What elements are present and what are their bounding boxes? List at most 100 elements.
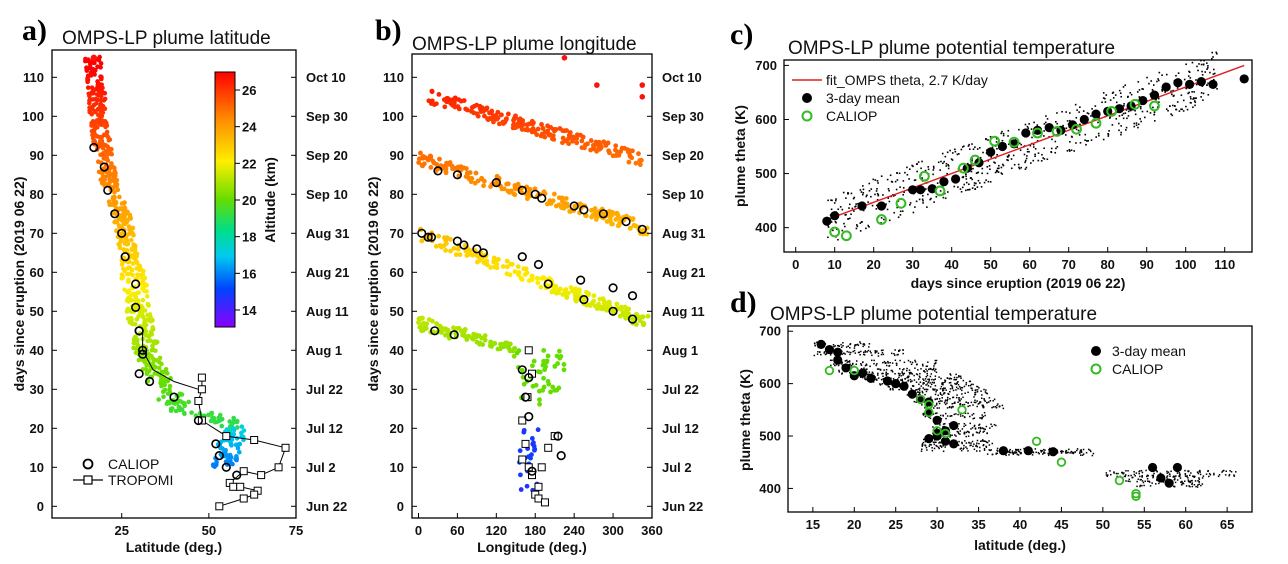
omps-sample-dot <box>890 352 893 355</box>
omps-sample-dot <box>864 364 867 367</box>
omps-point <box>433 243 439 249</box>
omps-sample-dot <box>930 373 933 375</box>
tropomi-marker <box>524 346 533 355</box>
omps-sample-dot <box>1068 448 1070 451</box>
omps-sample-dot <box>1136 91 1139 93</box>
omps-sample-dot <box>814 343 816 345</box>
omps-sample-dot <box>967 145 970 147</box>
legend-d-mean-label: 3-day mean <box>1112 343 1186 359</box>
omps-sample-dot <box>876 192 879 195</box>
omps-sample-dot <box>997 164 1000 167</box>
omps-sample-dot <box>853 347 856 349</box>
omps-point <box>492 264 497 270</box>
omps-sample-dot <box>1101 101 1103 104</box>
omps-point <box>107 201 113 207</box>
omps-sample-dot <box>939 400 942 402</box>
omps-point <box>564 295 570 300</box>
omps-sample-dot <box>965 383 967 386</box>
omps-sample-dot <box>1056 112 1058 114</box>
omps-sample-dot <box>1043 123 1046 125</box>
omps-sample-dot <box>1133 125 1136 128</box>
omps-sample-dot <box>979 156 982 159</box>
omps-sample-dot <box>1152 106 1154 109</box>
omps-sample-dot <box>903 361 906 364</box>
omps-sample-dot <box>859 222 862 224</box>
omps-sample-dot <box>887 362 889 364</box>
omps-sample-dot <box>959 402 962 405</box>
omps-point <box>521 427 527 433</box>
omps-point <box>463 174 469 179</box>
omps-sample-dot <box>1129 91 1132 94</box>
omps-sample-dot <box>1201 70 1203 73</box>
omps-sample-dot <box>868 226 870 228</box>
y-tick-label: 50 <box>30 304 44 319</box>
omps-point <box>95 97 101 103</box>
legend-a-tropomi-marker <box>83 475 93 485</box>
omps-sample-dot <box>848 361 851 363</box>
omps-sample-dot <box>1189 77 1192 79</box>
omps-sample-dot <box>1135 122 1138 124</box>
omps-sample-dot <box>938 376 940 378</box>
omps-sample-dot <box>847 192 849 195</box>
omps-sample-dot <box>1075 116 1078 119</box>
omps-sample-dot <box>854 205 857 208</box>
omps-point <box>153 348 158 354</box>
omps-point <box>453 252 459 258</box>
omps-sample-dot <box>931 449 934 452</box>
y-tick-label: 30 <box>390 382 404 397</box>
omps-sample-dot <box>1206 68 1208 71</box>
panel-c-plot-area <box>822 51 1249 242</box>
omps-sample-dot <box>902 180 905 182</box>
omps-sample-dot <box>877 193 880 196</box>
omps-sample-dot <box>1212 68 1215 71</box>
omps-sample-dot <box>969 380 972 383</box>
omps-sample-dot <box>955 435 957 437</box>
omps-sample-dot <box>1040 449 1042 452</box>
omps-sample-dot <box>996 147 998 150</box>
omps-sample-dot <box>1211 51 1214 54</box>
omps-sample-dot <box>1174 477 1176 479</box>
omps-point <box>506 345 512 351</box>
omps-sample-dot <box>931 368 934 371</box>
omps-sample-dot <box>947 191 949 193</box>
omps-sample-dot <box>942 383 944 385</box>
mean-marker <box>822 216 832 226</box>
omps-sample-dot <box>981 427 984 429</box>
omps-sample-dot <box>887 385 890 388</box>
caliop-marker <box>553 431 563 441</box>
omps-point <box>189 410 194 415</box>
omps-sample-dot <box>897 372 900 375</box>
y-tick-label: 500 <box>755 166 777 181</box>
omps-sample-dot <box>1076 449 1078 452</box>
omps-sample-dot <box>1078 134 1081 136</box>
omps-sample-dot <box>1124 112 1127 114</box>
mean-marker <box>1079 114 1089 125</box>
omps-sample-dot <box>1167 471 1170 473</box>
omps-sample-dot <box>959 188 962 190</box>
mean-marker <box>924 397 934 407</box>
omps-sample-dot <box>979 417 981 419</box>
y-tick-label: 20 <box>390 421 404 436</box>
omps-sample-dot <box>862 188 865 191</box>
tropomi-marker <box>239 494 248 503</box>
omps-sample-dot <box>899 210 902 213</box>
omps-sample-dot <box>909 371 912 374</box>
omps-sample-dot <box>862 209 865 212</box>
omps-sample-dot <box>1120 133 1122 136</box>
omps-sample-dot <box>1105 474 1108 476</box>
omps-sample-dot <box>980 185 983 188</box>
mean-marker <box>940 426 951 436</box>
caliop-marker <box>449 330 459 340</box>
omps-sample-dot <box>951 434 953 437</box>
omps-sample-dot <box>990 156 992 158</box>
omps-sample-dot <box>863 343 865 345</box>
omps-sample-dot <box>973 448 976 451</box>
omps-sample-dot <box>1090 115 1092 117</box>
omps-sample-dot <box>1197 69 1199 72</box>
omps-sample-dot <box>1069 119 1071 122</box>
omps-sample-dot <box>1206 62 1208 64</box>
omps-sample-dot <box>933 407 935 409</box>
omps-point <box>529 436 535 441</box>
omps-sample-dot <box>995 137 998 140</box>
